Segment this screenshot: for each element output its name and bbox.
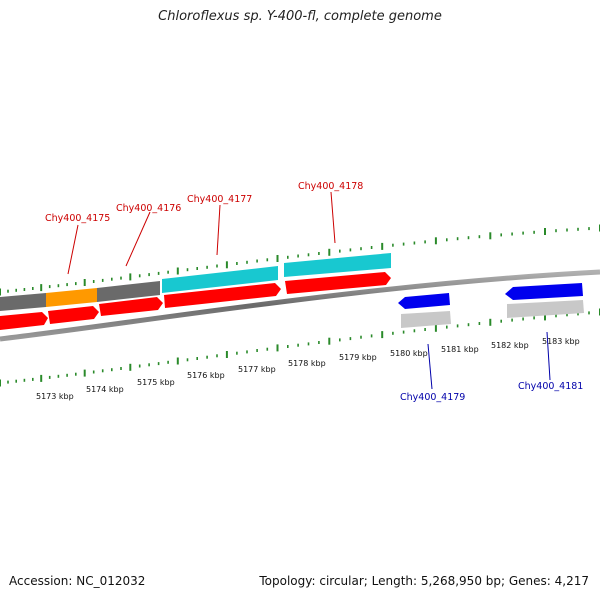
scale-label: 5181 kbp <box>441 345 479 354</box>
label-leaders <box>67 191 551 390</box>
cds-arrow-next[interactable] <box>285 272 391 294</box>
scale-label: 5174 kbp <box>86 385 124 394</box>
scale-label: 5177 kbp <box>238 365 276 374</box>
leader-chy400-4181 <box>546 331 551 381</box>
gene-block-lightgrey-1[interactable] <box>401 311 451 328</box>
scale-ticks-lower <box>0 308 600 387</box>
gene-labels: Chy400_4175 Chy400_4176 Chy400_4177 Chy4… <box>45 181 583 403</box>
map-title: Chloroflexus sp. Y-400-fl, complete geno… <box>158 9 442 24</box>
cds-arrow-chy400-4181[interactable] <box>505 283 583 300</box>
gene-block-cyan-1[interactable] <box>162 266 278 293</box>
gene-label[interactable]: Chy400_4179 <box>400 392 465 403</box>
gene-label[interactable]: Chy400_4181 <box>518 381 583 392</box>
scale-label: 5179 kbp <box>339 353 377 362</box>
cds-arrow-chy400-4178[interactable] <box>164 283 281 308</box>
gene-label[interactable]: Chy400_4176 <box>116 203 181 214</box>
scale-ticks-upper <box>0 224 600 296</box>
leader-chy400-4177 <box>216 204 221 256</box>
scale-label: 5180 kbp <box>390 349 428 358</box>
gene-block-grey-1[interactable] <box>0 293 46 311</box>
cds-arrow-chy400-4179[interactable] <box>398 293 450 309</box>
leader-chy400-4175 <box>67 224 79 275</box>
cds-arrow-chy400-4177[interactable] <box>99 297 163 316</box>
leader-chy400-4178 <box>330 191 336 244</box>
gene-block-orange[interactable] <box>46 288 97 307</box>
scale-label: 5173 kbp <box>36 392 74 401</box>
scale-label: 5183 kbp <box>542 337 580 346</box>
leader-chy400-4176 <box>125 211 151 267</box>
scale-label: 5176 kbp <box>187 371 225 380</box>
cds-arrow-chy400-4176[interactable] <box>48 306 99 324</box>
scale-labels: 5173 kbp 5174 kbp 5175 kbp 5176 kbp 5177… <box>36 337 580 401</box>
accession-text: Accession: NC_012032 <box>9 574 146 588</box>
gene-label[interactable]: Chy400_4177 <box>187 194 252 205</box>
gene-block-grey-2[interactable] <box>97 281 160 302</box>
scale-label: 5178 kbp <box>288 359 326 368</box>
gene-label[interactable]: Chy400_4175 <box>45 213 110 224</box>
gene-block-cyan-2[interactable] <box>284 253 391 277</box>
leader-chy400-4179 <box>427 343 433 390</box>
gene-label[interactable]: Chy400_4178 <box>298 181 363 192</box>
gene-block-lightgrey-2[interactable] <box>507 300 584 318</box>
cds-arrow-chy400-4175[interactable] <box>0 312 48 330</box>
scale-label: 5175 kbp <box>137 378 175 387</box>
scale-label: 5182 kbp <box>491 341 529 350</box>
genome-backbone <box>0 269 600 342</box>
gene-features <box>0 253 584 330</box>
genome-stats-text: Topology: circular; Length: 5,268,950 bp… <box>259 574 589 588</box>
